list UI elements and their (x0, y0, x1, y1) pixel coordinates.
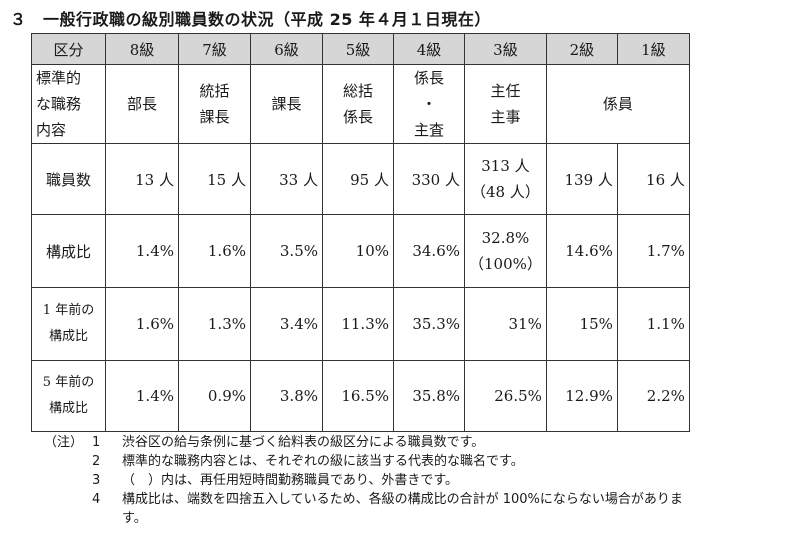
duties-label-line: な職務 (36, 95, 82, 113)
ratio-grade-7: 1.6% (178, 214, 251, 288)
ratio-1yr-grade-3: 31% (464, 287, 547, 361)
duties-grade-3: 主任 主事 (464, 64, 547, 144)
duties-label-line: 内容 (36, 121, 67, 139)
header-grade-1: 1級 (616, 33, 690, 65)
duty-title: ・ (421, 95, 437, 113)
duties-label-line: 標準的 (36, 69, 82, 87)
ratio-reemployed: （100%） (469, 255, 542, 273)
ratio-1yr-grade-2: 15% (545, 287, 618, 361)
header-grade-6: 6級 (250, 33, 323, 65)
staff-count-grade-5: 95 人 (322, 143, 394, 215)
ratio-1yr-grade-1: 1.1% (616, 287, 690, 361)
footnotes: （注） 1 渋谷区の給与条例に基づく給料表の級区分による職員数です。 2 標準的… (44, 433, 683, 528)
ratio-grade-6: 3.5% (250, 214, 323, 288)
footnote-text: 渋谷区の給与条例に基づく給料表の級区分による職員数です。 (122, 435, 485, 450)
header-grade-5: 5級 (322, 33, 394, 65)
duties-grade-6: 課長 (250, 64, 323, 144)
footnote-item: 2 標準的な職務内容とは、それぞれの級に該当する代表的な職名です。 (44, 452, 683, 471)
staff-count-grade-7: 15 人 (178, 143, 251, 215)
ratio-grade-8: 1.4% (105, 214, 179, 288)
duties-row: 標準的 な職務 内容 部長 統括 課長 課長 総括 係長 係長 ・ 主査 (31, 64, 690, 144)
header-grade-2: 2級 (545, 33, 618, 65)
ratio-1yr-grade-8: 1.6% (105, 287, 179, 361)
footnote-text: 構成比は、端数を四捨五入しているため、各級の構成比の合計が 100%にならない場… (122, 492, 683, 507)
duties-grade-7: 統括 課長 (178, 64, 251, 144)
duty-title: 統括 (199, 82, 230, 100)
ratio-grade-1: 1.7% (616, 214, 690, 288)
header-category: 区分 (31, 33, 106, 65)
staff-count-grade-2: 139 人 (545, 143, 618, 215)
ratio-1yr-label-line: 1 年前の (42, 303, 95, 318)
ratio-5yr-grade-6: 3.8% (250, 360, 323, 432)
ratio-label: 構成比 (31, 214, 106, 288)
duty-title: 主事 (490, 108, 521, 126)
ratio-grade-3: 32.8% （100%） (464, 214, 547, 288)
duties-grade-4: 係長 ・ 主査 (393, 64, 465, 144)
header-row: 区分 8級 7級 6級 5級 4級 3級 2級 1級 (31, 33, 690, 65)
footnote-continuation: す。 (122, 511, 147, 526)
ratio-1yr-grade-4: 35.3% (393, 287, 465, 361)
duty-title: 総括 (342, 82, 373, 100)
staff-count-value: 313 人 (481, 157, 530, 175)
staff-count-grade-1: 16 人 (616, 143, 690, 215)
staff-count-reemployed: （48 人） (471, 183, 540, 201)
ratio-5yr-grade-8: 1.4% (105, 360, 179, 432)
page-title: ３ 一般行政職の級別職員数の状況（平成 25 年４月１日現在） (10, 10, 491, 29)
ratio-1yr-grade-5: 11.3% (322, 287, 394, 361)
ratio-5yr-grade-3: 26.5% (464, 360, 547, 432)
footnote-text: （ ）内は、再任用短時間勤務職員であり、外書きです。 (122, 473, 459, 488)
ratio-5yr-label: 5 年前の 構成比 (31, 360, 106, 432)
duties-grade-8: 部長 (105, 64, 179, 144)
ratio-5yr-label-line: 5 年前の (42, 375, 95, 390)
footnote-item: 4 構成比は、端数を四捨五入しているため、各級の構成比の合計が 100%にならな… (44, 490, 683, 509)
duty-title: 係長 (413, 69, 444, 87)
ratio-5yr-grade-7: 0.9% (178, 360, 251, 432)
footnote-text: 標準的な職務内容とは、それぞれの級に該当する代表的な職名です。 (122, 454, 524, 469)
duty-title: 主任 (490, 82, 521, 100)
staff-count-label: 職員数 (31, 143, 106, 215)
ratio-5yr-label-line: 構成比 (48, 401, 88, 416)
staff-count-grade-3: 313 人 （48 人） (464, 143, 547, 215)
footnote-label: （注） (44, 435, 84, 450)
header-grade-7: 7級 (178, 33, 251, 65)
ratio-grade-4: 34.6% (393, 214, 465, 288)
staff-count-grade-6: 33 人 (250, 143, 323, 215)
duty-title: 主査 (413, 121, 444, 139)
footnote-number: 1 (92, 435, 101, 450)
footnote-number: 3 (92, 473, 101, 488)
footnote-number: 2 (92, 454, 101, 469)
header-grade-4: 4級 (393, 33, 465, 65)
ratio-1yr-grade-6: 3.4% (250, 287, 323, 361)
staff-count-row: 職員数 13 人 15 人 33 人 95 人 330 人 313 人 （48 … (31, 143, 690, 215)
ratio-grade-2: 14.6% (545, 214, 618, 288)
ratio-grade-5: 10% (322, 214, 394, 288)
staff-count-grade-8: 13 人 (105, 143, 179, 215)
footnote-item: 3 （ ）内は、再任用短時間勤務職員であり、外書きです。 (44, 471, 683, 490)
duty-title: 部長 (126, 95, 157, 113)
duty-title: 課長 (199, 108, 230, 126)
header-grade-3: 3級 (464, 33, 547, 65)
footnote-number: 4 (92, 492, 101, 507)
ratio-5yr-grade-2: 12.9% (545, 360, 618, 432)
ratio-1yr-label-line: 構成比 (48, 329, 88, 344)
ratio-5yr-grade-4: 35.8% (393, 360, 465, 432)
staff-count-grade-4: 330 人 (393, 143, 465, 215)
ratio-1yr-row: 1 年前の 構成比 1.6% 1.3% 3.4% 11.3% 35.3% 31%… (31, 287, 690, 361)
ratio-5yr-row: 5 年前の 構成比 1.4% 0.9% 3.8% 16.5% 35.8% 26.… (31, 360, 690, 432)
duties-grade-5: 総括 係長 (322, 64, 394, 144)
duties-label: 標準的 な職務 内容 (31, 64, 106, 144)
duties-grade-2-1: 係員 (545, 64, 690, 144)
ratio-5yr-grade-5: 16.5% (322, 360, 394, 432)
ratio-5yr-grade-1: 2.2% (616, 360, 690, 432)
ratio-row: 構成比 1.4% 1.6% 3.5% 10% 34.6% 32.8% （100%… (31, 214, 690, 288)
header-grade-8: 8級 (105, 33, 179, 65)
duty-title: 係員 (602, 95, 633, 113)
duty-title: 課長 (271, 95, 302, 113)
ratio-1yr-grade-7: 1.3% (178, 287, 251, 361)
footnote-item: （注） 1 渋谷区の給与条例に基づく給料表の級区分による職員数です。 (44, 433, 683, 452)
duty-title: 係長 (342, 108, 373, 126)
grade-staff-table: 区分 8級 7級 6級 5級 4級 3級 2級 1級 標準的 な職務 内容 部長… (31, 33, 690, 432)
ratio-1yr-label: 1 年前の 構成比 (31, 287, 106, 361)
ratio-value: 32.8% (481, 229, 530, 247)
